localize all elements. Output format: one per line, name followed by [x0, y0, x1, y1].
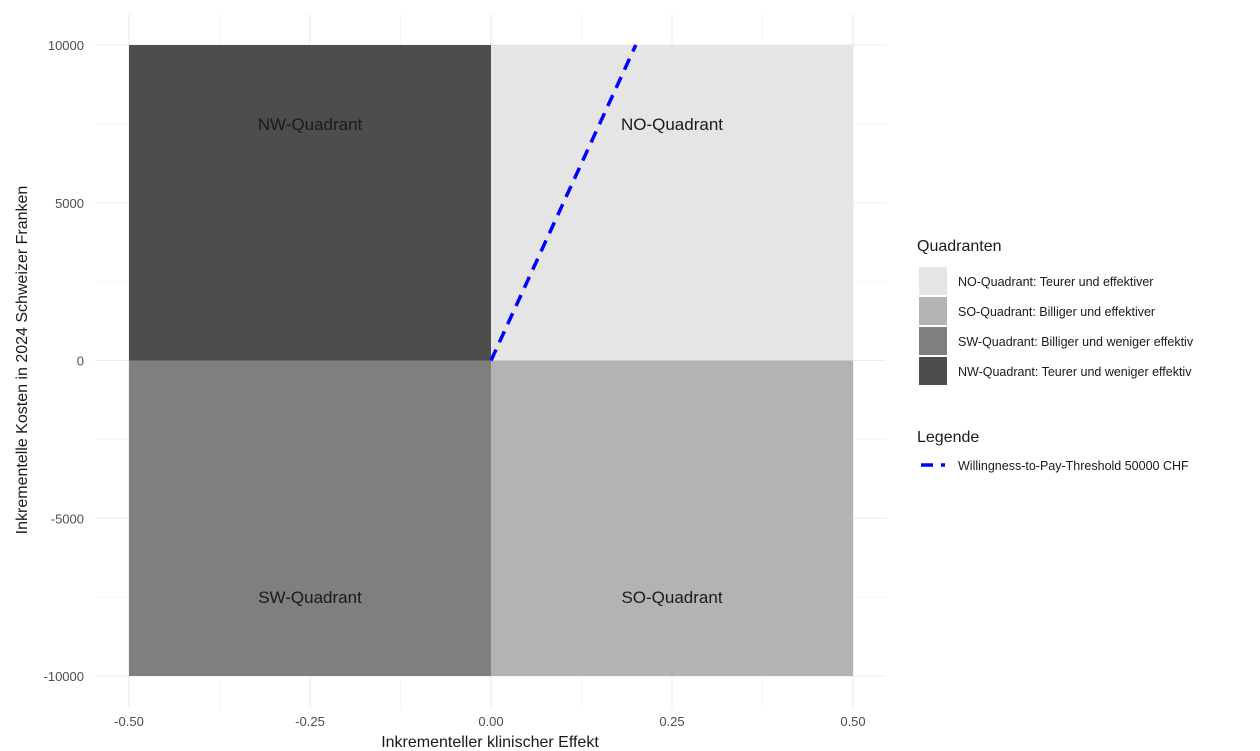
legend-swatch — [919, 357, 947, 385]
x-tick-label: -0.50 — [114, 714, 144, 729]
legend-quadrant-entries: NO-Quadrant: Teurer und effektiver SO-Qua… — [919, 267, 1194, 385]
legend-quadrant-label: NW-Quadrant: Teurer und weniger effektiv — [958, 365, 1192, 379]
quadrant-areas — [129, 45, 853, 676]
legend: Quadranten NO-Quadrant: Teurer und effek… — [917, 238, 1194, 473]
x-tick-label: 0.00 — [478, 714, 503, 729]
y-tick-label: 10000 — [48, 38, 84, 53]
threshold-line-layer — [489, 44, 638, 362]
y-tick-label: 5000 — [55, 196, 84, 211]
y-axis-title: Inkrementelle Kosten in 2024 Schweizer F… — [14, 186, 31, 535]
quadrant-sw — [129, 360, 491, 676]
quadrant-label-nw: NW-Quadrant — [258, 115, 363, 134]
legend-quadrant-label: SW-Quadrant: Billiger und weniger effekt… — [958, 335, 1194, 349]
x-tick-label: -0.25 — [295, 714, 325, 729]
quadrant-label-no: NO-Quadrant — [621, 115, 723, 134]
quadrant-so — [491, 360, 853, 676]
legend-swatch — [919, 297, 947, 325]
y-tick-label: -10000 — [44, 669, 84, 684]
quadrant-nw — [129, 45, 491, 361]
quadrant-label-sw: SW-Quadrant — [258, 588, 362, 607]
y-tick-label: 0 — [77, 354, 84, 369]
legend-line-title: Legende — [917, 429, 979, 446]
x-tick-label: 0.25 — [659, 714, 684, 729]
legend-quadrant-title: Quadranten — [917, 238, 1002, 255]
legend-line-label: Willingness-to-Pay-Threshold 50000 CHF — [958, 459, 1189, 473]
x-tick-label: 0.50 — [840, 714, 865, 729]
quadrant-labels: NO-Quadrant SO-Quadrant SW-Quadrant NW-Quad… — [258, 115, 724, 607]
legend-quadrant-label: NO-Quadrant: Teurer und effektiver — [958, 275, 1153, 289]
legend-swatch — [919, 327, 947, 355]
y-axis-ticks: -10000 -5000 0 5000 10000 — [44, 38, 84, 684]
wtp-threshold-line — [489, 44, 638, 362]
x-axis-ticks: -0.50 -0.25 0.00 0.25 0.50 — [114, 714, 865, 729]
legend-quadrant-label: SO-Quadrant: Billiger und effektiver — [958, 305, 1155, 319]
quadrant-no — [491, 45, 853, 361]
x-axis-title: Inkrementeller klinischer Effekt — [381, 734, 599, 751]
legend-swatch — [919, 267, 947, 295]
y-tick-label: -5000 — [51, 511, 84, 526]
legend-line-entries: Willingness-to-Pay-Threshold 50000 CHF — [921, 459, 1189, 473]
quadrant-label-so: SO-Quadrant — [621, 588, 722, 607]
